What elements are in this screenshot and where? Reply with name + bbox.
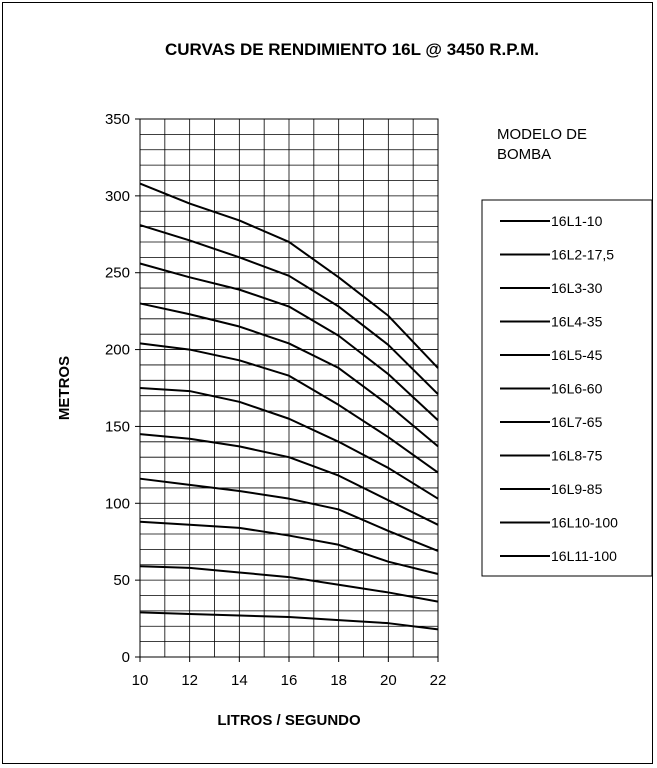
y-tick-label: 300: [105, 188, 130, 205]
series-line-16L10-100: [139, 224, 439, 395]
legend-label: 16L5-45: [551, 347, 603, 363]
series-line-16L1-10: [139, 611, 439, 631]
chart-title: CURVAS DE RENDIMIENTO 16L @ 3450 R.P.M.: [165, 40, 539, 59]
legend-label: 16L4-35: [551, 314, 603, 330]
y-tick-labels: 0 50 100 150 200 250 300 350: [105, 111, 140, 666]
series-lines: [139, 182, 439, 631]
x-tick-label: 22: [430, 672, 447, 689]
series-line-16L4-35: [139, 477, 439, 552]
series-line-16L6-60: [139, 387, 439, 500]
y-tick-label: 100: [105, 495, 130, 512]
x-tick-labels: 10 12 14 16 18 20 22: [132, 657, 447, 689]
legend: 16L1-10 16L2-17,5 16L3-30 16L4-35 16L5-45 16L…: [500, 213, 618, 564]
y-tick-label: 0: [122, 649, 130, 666]
y-tick-label: 200: [105, 342, 130, 359]
legend-label: 16L3-30: [551, 280, 603, 296]
series-line-16L11-100: [139, 182, 439, 369]
y-tick-label: 350: [105, 111, 130, 128]
x-tick-label: 16: [281, 672, 298, 689]
x-tick-label: 18: [330, 672, 347, 689]
y-tick-label: 50: [113, 572, 130, 589]
legend-label: 16L7-65: [551, 414, 603, 430]
legend-label: 16L9-85: [551, 481, 603, 497]
legend-label: 16L8-75: [551, 448, 603, 464]
legend-label: 16L10-100: [551, 515, 618, 531]
x-tick-label: 14: [231, 672, 248, 689]
x-axis-title: LITROS / SEGUNDO: [217, 712, 361, 729]
series-line-16L9-85: [139, 262, 439, 422]
x-tick-label: 20: [380, 672, 397, 689]
y-tick-label: 250: [105, 265, 130, 282]
series-line-16L5-45: [139, 433, 439, 526]
legend-label: 16L6-60: [551, 381, 603, 397]
series-line-16L2-17,5: [139, 565, 439, 603]
series-line-16L8-75: [139, 302, 439, 448]
legend-label: 16L2-17,5: [551, 247, 614, 263]
legend-heading: MODELO DE BOMBA: [497, 126, 587, 163]
legend-label: 16L11-100: [551, 548, 617, 564]
x-tick-label: 10: [132, 672, 149, 689]
series-line-16L7-65: [139, 342, 439, 474]
y-tick-label: 150: [105, 418, 130, 435]
grid: [140, 119, 438, 657]
series-line-16L3-30: [139, 520, 439, 575]
x-tick-label: 12: [181, 672, 198, 689]
legend-label: 16L1-10: [551, 213, 603, 229]
y-axis-title: METROS: [56, 356, 73, 420]
